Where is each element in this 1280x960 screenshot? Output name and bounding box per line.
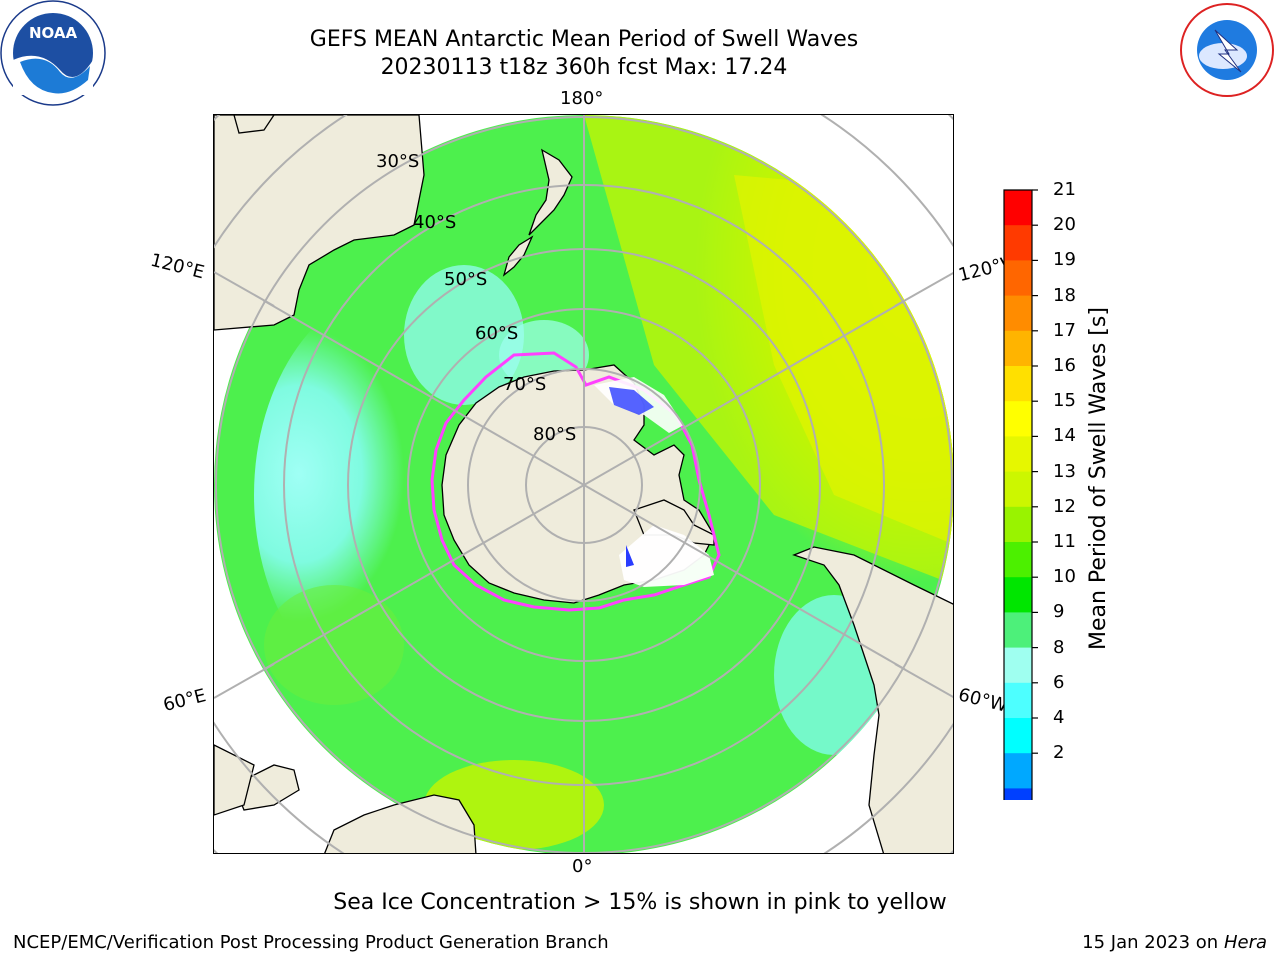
- graticule: [214, 115, 953, 853]
- colorbar-bin: [1004, 401, 1032, 437]
- colorbar-tick-label: 19: [1053, 249, 1076, 271]
- lon-label-180: 180°: [560, 88, 604, 109]
- lat-label-50s: 50°S: [444, 269, 488, 290]
- sea-ice-fill: [594, 377, 714, 587]
- colorbar-tick-label: 9: [1053, 601, 1065, 623]
- sea-ice-footnote: Sea Ice Concentration > 15% is shown in …: [333, 890, 947, 915]
- colorbar-tick-label: 6: [1053, 671, 1065, 693]
- colorbar-tick-label: 13: [1053, 460, 1076, 482]
- graticule-outer: [214, 115, 953, 853]
- colorbar-bin: [1004, 260, 1032, 297]
- colorbar-tick-label: 17: [1053, 319, 1076, 341]
- colorbar-bin: [1004, 647, 1032, 684]
- credit-right: 15 Jan 2023 on Hera: [1082, 932, 1267, 953]
- colorbar-tick-label: 10: [1053, 566, 1076, 588]
- colorbar-tick-label: 21: [1053, 179, 1076, 200]
- polar-map: [213, 114, 954, 854]
- colorbar-tick-label: 15: [1053, 390, 1076, 412]
- colorbar-bin: [1004, 612, 1032, 649]
- lon-label-0: 0°: [572, 856, 593, 877]
- colorbar-tick-label: 20: [1053, 214, 1076, 236]
- colorbar-bin: [1004, 788, 1032, 800]
- colorbar-tick-label: 8: [1053, 636, 1065, 658]
- lat-label-60s: 60°S: [475, 323, 519, 344]
- chart-subtitle: 20230113 t18z 360h fcst Max: 17.24: [380, 55, 788, 80]
- nws-logo: [1180, 3, 1274, 97]
- credit-date: 15 Jan 2023 on: [1082, 932, 1219, 953]
- polar-map-svg: [214, 115, 953, 853]
- colorbar-bin: [1004, 225, 1032, 261]
- colorbar-bin: [1004, 366, 1032, 402]
- colorbar-tick-label: 12: [1053, 495, 1076, 517]
- chart-title: GEFS MEAN Antarctic Mean Period of Swell…: [309, 27, 859, 52]
- noaa-logo: NOAA: [0, 0, 106, 106]
- colorbar-bin: [1004, 190, 1032, 226]
- colorbar-tick-label: 11: [1053, 531, 1076, 552]
- colorbar-tick-label: 16: [1053, 355, 1076, 376]
- colorbar-tick-label: 2: [1053, 742, 1065, 764]
- credit-left: NCEP/EMC/Verification Post Processing Pr…: [13, 932, 609, 953]
- colorbar-bin: [1004, 295, 1032, 332]
- credit-host: Hera: [1223, 932, 1267, 953]
- colorbar-bin: [1004, 682, 1032, 719]
- colorbar-bin: [1004, 718, 1032, 754]
- svg-text:NOAA: NOAA: [29, 24, 78, 42]
- lat-label-80s: 80°S: [533, 424, 577, 445]
- colorbar: [1003, 189, 1038, 800]
- lon-label-120e: 120°E: [148, 249, 207, 284]
- lat-label-70s: 70°S: [503, 374, 547, 395]
- colorbar-title: Mean Period of Swell Waves [s]: [1086, 307, 1111, 650]
- colorbar-bin: [1004, 753, 1032, 789]
- lat-label-30s: 30°S: [376, 151, 420, 172]
- lat-label-40s: 40°S: [413, 212, 457, 233]
- colorbar-bin: [1004, 577, 1032, 613]
- colorbar-bin: [1004, 436, 1032, 473]
- colorbar-tick-label: 18: [1053, 284, 1076, 306]
- lon-label-60e: 60°E: [161, 685, 209, 716]
- colorbar-tick-label: 14: [1053, 425, 1076, 447]
- colorbar-bin: [1004, 542, 1032, 578]
- colorbar-bin: [1004, 506, 1032, 543]
- colorbar-tick-label: 4: [1053, 707, 1065, 728]
- colorbar-bin: [1004, 330, 1032, 367]
- colorbar-bin: [1004, 471, 1032, 508]
